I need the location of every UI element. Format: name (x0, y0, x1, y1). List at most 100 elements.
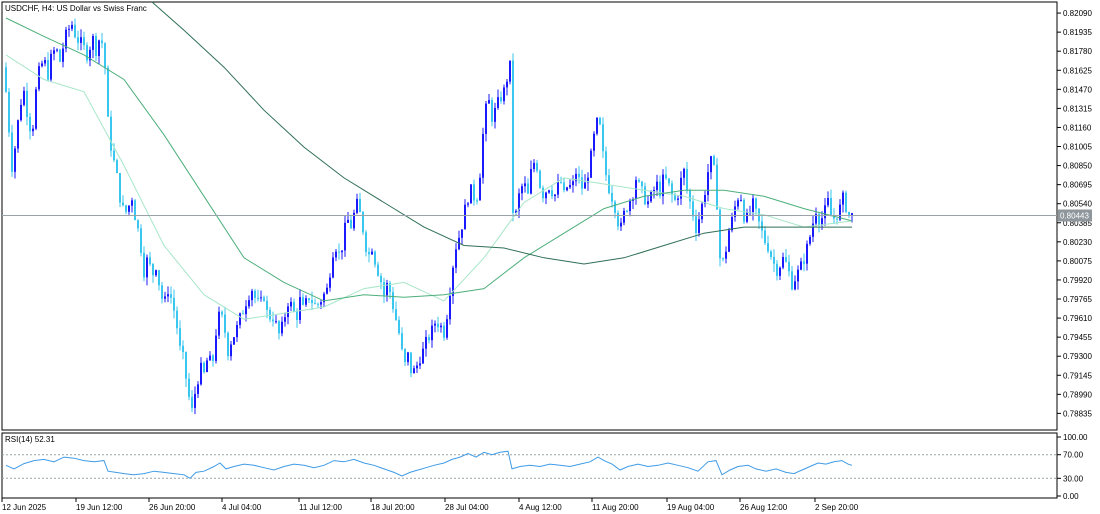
candle-body (161, 285, 163, 299)
candle-body (359, 198, 361, 213)
candle-body (113, 150, 115, 161)
candle-body (356, 198, 358, 213)
candle-body (305, 298, 307, 305)
candle-body (392, 292, 394, 310)
candle-body (422, 348, 424, 364)
candle-body (299, 297, 301, 320)
candle-body (125, 205, 127, 212)
candle-body (302, 297, 304, 305)
candle-body (827, 197, 829, 206)
candle-body (11, 132, 13, 172)
candle-body (74, 24, 76, 38)
candle-body (29, 116, 31, 132)
candle-body (656, 181, 658, 191)
time-tick-label: 28 Jul 04:00 (445, 503, 489, 512)
candle-body (395, 309, 397, 320)
candle-body (638, 179, 640, 182)
candle-body (719, 209, 721, 259)
candle-body (467, 203, 469, 205)
candle-body (398, 319, 400, 334)
candle-body (41, 63, 43, 67)
candle-body (563, 182, 565, 191)
candle-body (17, 120, 19, 149)
candle-body (518, 193, 520, 211)
price-tick-label: 0.81470 (1063, 85, 1092, 94)
time-tick-label: 12 Jun 2025 (2, 503, 47, 512)
candle-body (377, 264, 379, 276)
candle-body (596, 117, 598, 134)
candle-body (659, 181, 661, 197)
candle-body (32, 128, 34, 132)
rsi-axis: 100.00 70.00 30.00 0.00 (2, 433, 1088, 501)
rsi-tick-label: 100.00 (1063, 433, 1088, 442)
candle-body (410, 352, 412, 374)
candle-body (803, 261, 805, 264)
candle-body (335, 251, 337, 258)
candle-body (707, 172, 709, 196)
candle-body (752, 198, 754, 213)
candle-body (365, 232, 367, 253)
candle-body (665, 174, 667, 179)
candle-body (338, 251, 340, 253)
candle-body (251, 290, 253, 301)
candle-body (611, 193, 613, 202)
candle-body (710, 156, 712, 173)
rsi-tick-label: 30.00 (1063, 474, 1084, 483)
candle-body (101, 40, 103, 44)
candle-body (473, 184, 475, 201)
candle-body (137, 220, 139, 229)
candle-body (431, 325, 433, 341)
candle-body (554, 194, 556, 197)
candle-body (485, 103, 487, 134)
candle-body (143, 252, 145, 278)
candle-body (560, 182, 562, 184)
candle-body (419, 363, 421, 366)
candle-body (605, 151, 607, 176)
price-tick-label: 0.80540 (1063, 200, 1092, 209)
candle-body (98, 40, 100, 57)
candle-body (800, 261, 802, 270)
candle-body (578, 173, 580, 178)
candle-body (743, 199, 745, 222)
candle-body (797, 269, 799, 282)
candle-body (242, 313, 244, 315)
candle-body (227, 332, 229, 357)
candle-body (815, 213, 817, 224)
candle-body (131, 200, 133, 206)
candle-body (488, 100, 490, 104)
candle-body (290, 301, 292, 307)
candle-body (698, 219, 700, 233)
price-tick-label: 0.79920 (1063, 276, 1092, 285)
candle-body (386, 282, 388, 296)
candle-body (794, 281, 796, 290)
candle-body (260, 297, 262, 299)
candle-body (221, 311, 223, 315)
candle-body (461, 229, 463, 238)
candle-body (713, 156, 715, 165)
candle-body (581, 177, 583, 189)
candle-body (557, 182, 559, 195)
candle-body (218, 311, 220, 336)
candle-body (536, 162, 538, 171)
price-series[interactable] (5, 1, 853, 415)
candle-body (830, 197, 832, 217)
candle-body (716, 164, 718, 210)
rsi-series[interactable] (5, 450, 853, 479)
candle-body (509, 60, 511, 82)
candle-body (53, 50, 55, 54)
candle-body (185, 352, 187, 379)
candle-body (770, 251, 772, 257)
candle-body (206, 360, 208, 373)
candle-body (362, 212, 364, 233)
candle-body (584, 182, 586, 189)
price-tick-label: 0.81935 (1063, 28, 1092, 37)
candle-body (14, 148, 16, 172)
candle-body (506, 81, 508, 88)
candle-body (821, 218, 823, 225)
price-axis: 0.82090 0.81935 0.81780 0.81625 0.81470 0.813… (1057, 9, 1092, 418)
candle-body (149, 257, 151, 264)
candle-body (773, 256, 775, 264)
candle-body (275, 321, 277, 323)
candle-body (446, 319, 448, 338)
